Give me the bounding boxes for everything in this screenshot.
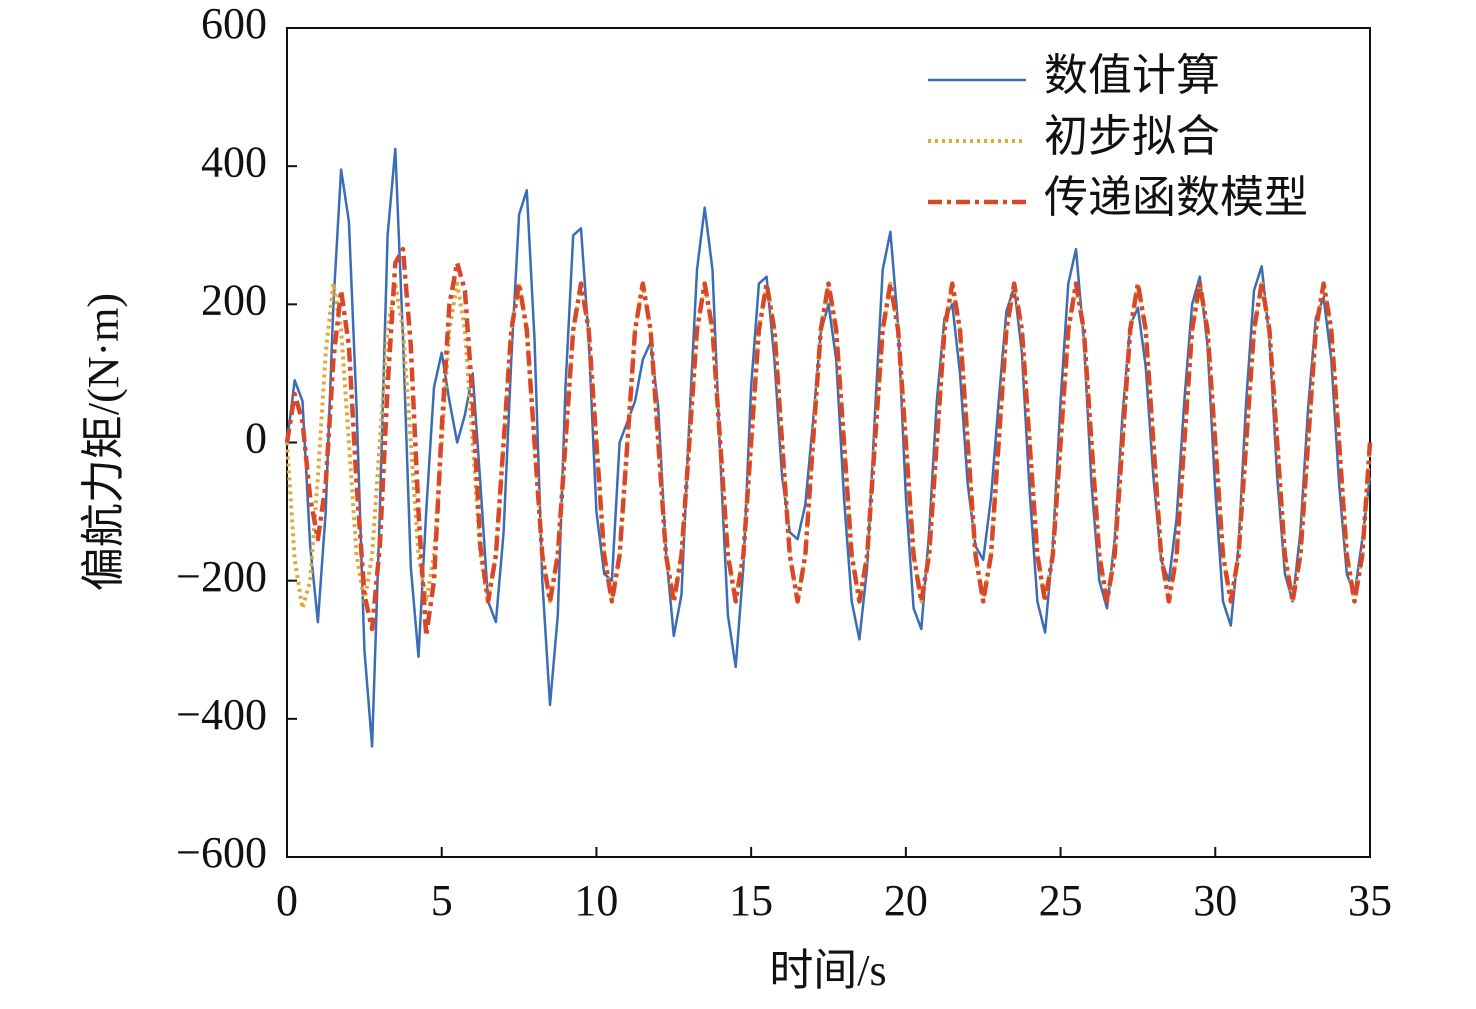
x-axis-label: 时间/s: [769, 946, 886, 995]
series-line: [285, 147, 1372, 748]
x-tick-label: 10: [574, 876, 618, 925]
y-tick-label: 0: [245, 414, 267, 463]
x-tick-label: 30: [1193, 876, 1237, 925]
x-tick-label: 35: [1348, 876, 1392, 925]
y-tick-label: −400: [176, 690, 267, 739]
x-tick-label: 20: [884, 876, 928, 925]
y-tick-label: −200: [176, 552, 267, 601]
legend-label: 初步拟合: [1044, 112, 1220, 161]
y-tick-label: 600: [201, 0, 267, 48]
series-line: [284, 246, 1373, 639]
y-tick-label: 400: [201, 137, 267, 186]
y-tick-label: 200: [201, 275, 267, 324]
legend-label: 传递函数模型: [1044, 173, 1308, 222]
y-tick-label: −600: [176, 828, 267, 877]
y-axis-label: 偏航力矩/(N·m): [79, 293, 128, 591]
x-tick-label: 0: [276, 876, 298, 925]
x-tick-label: 25: [1039, 876, 1083, 925]
x-tick-label: 15: [729, 876, 773, 925]
x-tick-label: 5: [431, 876, 453, 925]
legend-label: 数值计算: [1044, 51, 1220, 100]
